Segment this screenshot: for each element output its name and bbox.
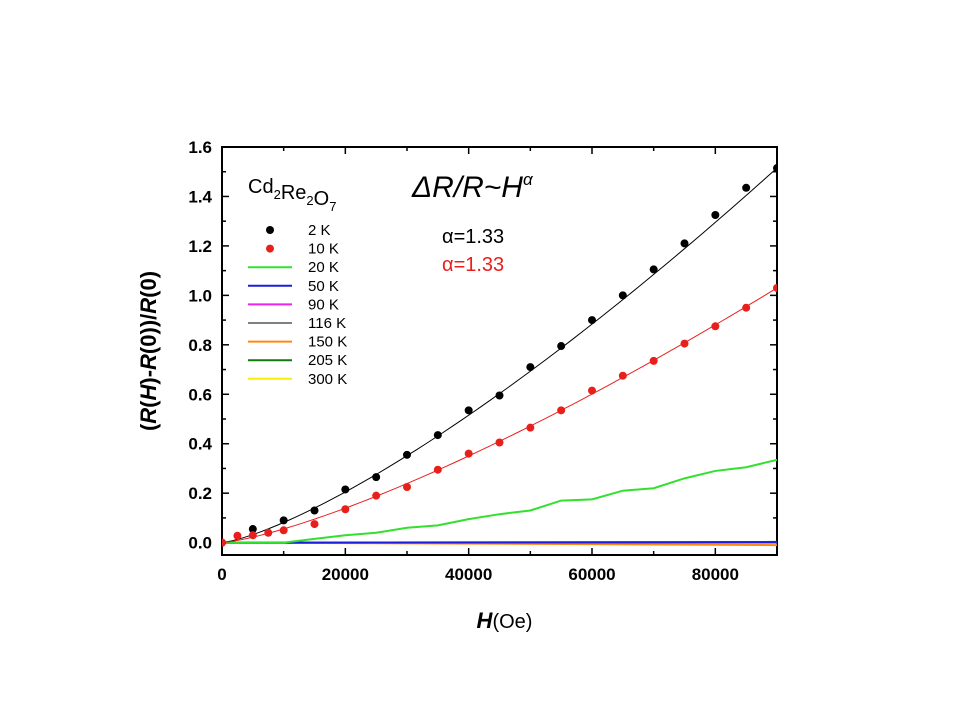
legend-label: 150 K <box>308 334 347 351</box>
data-point <box>372 473 381 482</box>
x-axis-label: H(Oe) <box>477 608 533 633</box>
data-point <box>403 483 411 491</box>
data-point <box>773 283 777 292</box>
data-point <box>495 438 504 447</box>
legend-label: 90 K <box>308 296 339 313</box>
data-point <box>588 316 596 325</box>
plot-area <box>222 164 777 547</box>
data-point <box>773 164 777 173</box>
fit-curve-10K <box>222 287 777 544</box>
legend-label: 2 K <box>308 222 331 239</box>
y-axis-part: ( <box>136 400 161 408</box>
y-axis-part: R <box>136 408 161 424</box>
data-point <box>711 322 720 331</box>
fit-annotation: α=1.33 <box>442 254 504 276</box>
y-tick-label: 0.2 <box>188 484 212 503</box>
x-axis-variable: H <box>477 608 494 633</box>
legend-label: 20 K <box>308 259 339 276</box>
data-point <box>433 431 442 440</box>
x-axis-unit: (Oe) <box>492 611 532 633</box>
x-tick-label: 40000 <box>445 565 492 584</box>
data-point <box>680 339 689 348</box>
formula-exponent: α <box>523 170 534 189</box>
fit-curve-2K <box>222 167 777 544</box>
y-axis-part: (0))/ <box>136 314 161 354</box>
legend-marker <box>266 226 274 234</box>
formula-main: ΔR/R~H <box>411 171 523 204</box>
data-point <box>649 265 658 274</box>
y-axis-part: R <box>136 298 161 314</box>
formula-subscript: 7 <box>329 199 336 214</box>
data-point <box>279 526 288 535</box>
data-point <box>557 406 566 415</box>
data-point <box>403 450 411 459</box>
y-axis-part: R <box>136 354 161 370</box>
data-point <box>557 342 566 351</box>
data-point <box>341 485 350 494</box>
scaling-formula: ΔR/R~Hα <box>411 170 534 204</box>
x-tick-label: 60000 <box>568 565 615 584</box>
y-tick-label: 0.8 <box>188 336 212 355</box>
formula-element: Cd <box>248 176 274 198</box>
data-point <box>222 538 226 547</box>
data-point <box>341 505 350 514</box>
data-point <box>526 423 535 432</box>
y-tick-label: 0.4 <box>188 435 212 454</box>
y-tick-label: 1.4 <box>188 187 212 206</box>
legend-label: 116 K <box>308 315 346 332</box>
plot-frame <box>221 146 778 556</box>
legend-label: 50 K <box>308 278 339 295</box>
data-point <box>588 386 596 395</box>
formula-element: Re <box>281 182 307 204</box>
data-point <box>248 531 257 540</box>
legend-marker <box>266 244 274 253</box>
series-line-20K <box>222 458 777 544</box>
y-tick-label: 1.2 <box>188 237 212 256</box>
legend-label: 205 K <box>308 352 347 369</box>
fit-annotation: α=1.33 <box>442 226 504 248</box>
legend-label: 10 K <box>308 241 339 258</box>
data-point <box>618 371 627 380</box>
y-axis-part: ) <box>136 377 161 384</box>
data-point <box>433 465 442 474</box>
legend-label: 300 K <box>308 371 347 388</box>
formula-subscript: 2 <box>306 193 313 208</box>
compound-formula: Cd2Re2O7 <box>248 176 336 214</box>
y-axis-label: (R(H)-R(0))/R(0) <box>136 271 161 431</box>
x-tick-label: 20000 <box>322 565 369 584</box>
y-tick-label: 0.0 <box>188 534 212 553</box>
data-point <box>464 449 473 458</box>
data-point <box>372 491 381 500</box>
data-point <box>618 291 627 300</box>
data-point <box>233 531 242 540</box>
y-tick-label: 1.0 <box>188 286 212 305</box>
data-point <box>526 363 535 372</box>
y-tick-label: 0.6 <box>188 385 212 404</box>
data-point <box>248 525 257 534</box>
data-point <box>310 520 319 529</box>
y-axis-part: (0) <box>136 271 161 298</box>
x-tick-label: 80000 <box>692 565 739 584</box>
data-point <box>742 303 751 312</box>
data-point <box>279 516 288 525</box>
data-point <box>711 211 720 219</box>
data-point <box>649 356 658 365</box>
data-point <box>680 239 689 248</box>
y-axis-part: - <box>136 370 161 377</box>
data-point <box>310 506 319 515</box>
y-axis-part: ( <box>136 423 161 431</box>
y-axis-part: H <box>136 384 161 401</box>
data-point <box>742 183 751 192</box>
x-tick-label: 0 <box>217 565 226 584</box>
formula-element: O <box>314 188 330 210</box>
data-point <box>464 406 473 415</box>
formula-subscript: 2 <box>274 187 281 202</box>
data-point <box>495 391 504 400</box>
y-tick-label: 1.6 <box>188 138 212 157</box>
data-point <box>264 528 273 537</box>
